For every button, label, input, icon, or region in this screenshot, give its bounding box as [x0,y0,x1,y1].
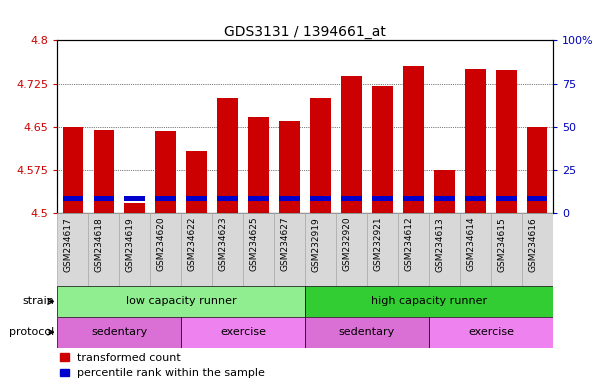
Bar [248,117,269,213]
Text: GSM234612: GSM234612 [404,217,413,271]
FancyBboxPatch shape [522,213,553,286]
Bar [527,197,548,201]
Text: GSM234620: GSM234620 [156,217,165,271]
Bar [435,170,454,213]
FancyBboxPatch shape [119,213,150,286]
Bar [403,66,424,213]
Bar [218,197,237,201]
Bar [527,127,548,213]
Bar [341,197,362,201]
Bar [311,98,331,213]
Bar [94,130,114,213]
Text: high capacity runner: high capacity runner [371,296,487,306]
Text: GSM234613: GSM234613 [436,217,445,271]
Legend: transformed count, percentile rank within the sample: transformed count, percentile rank withi… [59,353,265,379]
Bar [156,131,175,213]
Bar [279,121,299,213]
Bar [186,197,207,201]
FancyBboxPatch shape [429,213,460,286]
Text: strain: strain [22,296,54,306]
FancyBboxPatch shape [88,213,119,286]
Bar [403,197,424,201]
Bar [94,197,114,201]
Text: exercise: exercise [468,327,514,337]
Bar [124,204,145,213]
Text: GSM234623: GSM234623 [219,217,228,271]
FancyBboxPatch shape [305,317,429,348]
Text: GSM234615: GSM234615 [498,217,507,271]
FancyBboxPatch shape [212,213,243,286]
Text: GSM232921: GSM232921 [373,217,382,271]
Bar [311,197,331,201]
FancyBboxPatch shape [305,213,336,286]
Text: GSM234618: GSM234618 [94,217,103,271]
Text: exercise: exercise [220,327,266,337]
Bar [496,197,516,201]
Bar [373,86,392,213]
Bar [63,197,83,201]
Bar [341,76,362,213]
FancyBboxPatch shape [336,213,367,286]
FancyBboxPatch shape [305,286,553,317]
Bar [218,98,237,213]
Text: GSM234616: GSM234616 [528,217,537,271]
Text: protocol: protocol [9,327,54,337]
Bar [248,197,269,201]
Bar [63,127,83,213]
Bar [156,197,175,201]
Text: GSM234625: GSM234625 [249,217,258,271]
Bar [124,197,145,201]
Bar [279,197,299,201]
Bar [186,152,207,213]
Bar [496,70,516,213]
Bar [373,197,392,201]
Text: GSM234619: GSM234619 [126,217,135,271]
Text: sedentary: sedentary [91,327,147,337]
Bar [465,197,486,201]
Text: GSM234614: GSM234614 [466,217,475,271]
FancyBboxPatch shape [429,317,553,348]
FancyBboxPatch shape [57,213,88,286]
Bar [465,69,486,213]
FancyBboxPatch shape [491,213,522,286]
FancyBboxPatch shape [274,213,305,286]
Text: GSM234627: GSM234627 [281,217,290,271]
FancyBboxPatch shape [150,213,181,286]
Text: GSM234617: GSM234617 [64,217,73,271]
FancyBboxPatch shape [57,286,305,317]
FancyBboxPatch shape [181,317,305,348]
Text: GSM232920: GSM232920 [343,217,352,271]
FancyBboxPatch shape [57,317,181,348]
FancyBboxPatch shape [398,213,429,286]
Text: low capacity runner: low capacity runner [126,296,236,306]
Bar [435,197,454,201]
FancyBboxPatch shape [367,213,398,286]
Text: GSM234622: GSM234622 [188,217,197,271]
FancyBboxPatch shape [460,213,491,286]
Title: GDS3131 / 1394661_at: GDS3131 / 1394661_at [224,25,386,39]
Text: sedentary: sedentary [339,327,395,337]
Text: GSM232919: GSM232919 [311,217,320,271]
FancyBboxPatch shape [243,213,274,286]
FancyBboxPatch shape [181,213,212,286]
